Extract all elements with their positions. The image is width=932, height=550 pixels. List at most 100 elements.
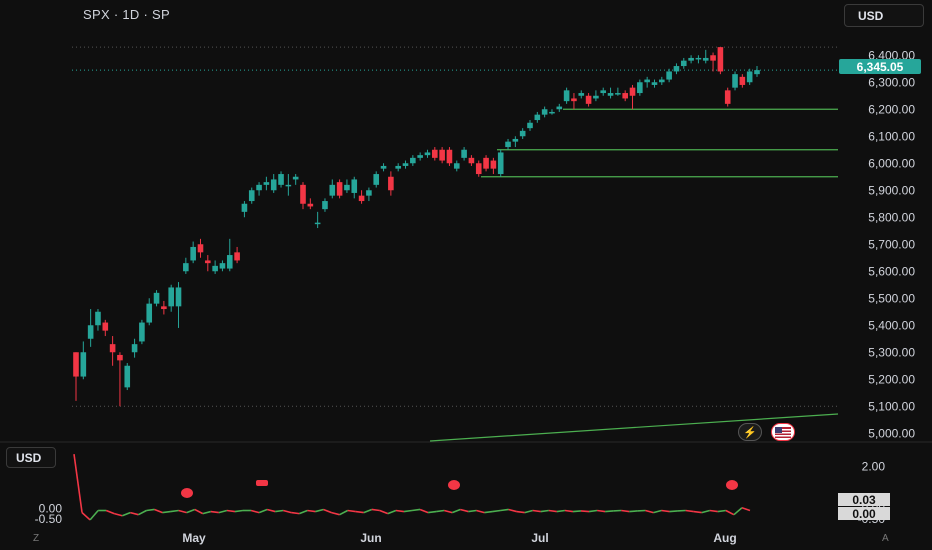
currency-button[interactable]: USD [844, 4, 924, 27]
indicator-segment [234, 509, 244, 513]
indicator-segment [258, 508, 268, 514]
price-axis[interactable]: 6,400.00 6,300.00 6,200.00 6,100.00 6,000.00… [868, 48, 915, 440]
indicator-segment [105, 509, 115, 515]
bear-marker-icon[interactable] [181, 488, 193, 498]
indicator-segment [347, 509, 356, 513]
candle [307, 198, 314, 210]
candle [417, 152, 423, 161]
corner-a[interactable]: A [882, 533, 889, 544]
indicator-segment [468, 509, 477, 513]
indicator-segment [291, 511, 300, 515]
indicator-segment [693, 510, 702, 514]
indicator-segment [299, 509, 308, 515]
indicator-segment [500, 508, 509, 512]
bear-marker-icon[interactable] [448, 480, 460, 490]
indicator-segment [540, 509, 549, 513]
candle [314, 211, 321, 229]
indicator-segment [89, 509, 99, 521]
subpane-currency-button[interactable]: USD [6, 447, 56, 468]
candle [95, 309, 101, 331]
y-tick-label: 5,000.00 [868, 426, 915, 440]
candle [710, 52, 716, 72]
indicator-segment [323, 508, 332, 514]
indicator-segment [621, 509, 630, 513]
candle [190, 241, 196, 264]
indicator-segment [645, 509, 654, 514]
indicator-segment [548, 509, 557, 513]
corner-z[interactable]: Z [33, 533, 40, 544]
indicator-segment [443, 509, 453, 514]
indicator-segment [194, 508, 204, 515]
indicator-segment [411, 508, 421, 512]
candle [607, 87, 614, 99]
candle [490, 157, 497, 175]
candle [248, 187, 255, 204]
indicator-segment [669, 510, 678, 513]
indicator-segment [419, 508, 429, 514]
candle [102, 319, 109, 337]
candle [527, 120, 533, 131]
bear-marker-icon[interactable] [256, 480, 268, 486]
time-axis[interactable]: May Jun Jul Aug [182, 531, 736, 545]
indicator-segment [717, 509, 726, 513]
symbol-title[interactable]: SPX · 1D · SP [83, 7, 170, 22]
last-price-label: 6,345.05 [839, 59, 921, 74]
indicator-segment [741, 507, 751, 512]
x-tick-label: May [182, 531, 206, 545]
candle [475, 160, 482, 177]
indicator-segment [170, 509, 179, 513]
indicator-segment [154, 508, 163, 514]
candle [219, 260, 226, 272]
indicator-segment [484, 510, 493, 514]
candle [439, 147, 445, 164]
y-tick-label: 6,100.00 [868, 129, 915, 143]
candle [73, 352, 79, 401]
candle [270, 174, 277, 193]
candle [336, 179, 343, 199]
candle [732, 71, 738, 91]
candle [468, 155, 475, 166]
candle [600, 87, 607, 96]
indicator-segment [387, 509, 397, 515]
indicator-segment [725, 509, 735, 516]
indicator-segment [355, 510, 364, 514]
candle [300, 182, 306, 210]
indicator-segment [492, 509, 501, 513]
indicator-segment [363, 508, 373, 514]
indicator-segment [653, 509, 662, 514]
flag-icon[interactable] [771, 423, 795, 441]
indicator-segment [588, 509, 598, 513]
indicator-segment [709, 509, 718, 513]
indicator-segment [661, 509, 670, 513]
candle [483, 155, 489, 172]
indicator-segment [508, 508, 517, 513]
bear-marker-icon[interactable] [726, 480, 738, 490]
indicator-segment [524, 509, 533, 514]
candle [461, 147, 467, 161]
indicator-value-2: 0.00 [838, 507, 890, 521]
candle [139, 319, 145, 345]
candle [109, 336, 116, 366]
indicator-value-1: 0.03 [838, 493, 890, 507]
candle [234, 246, 240, 264]
indicator-segment [451, 508, 461, 514]
candle [205, 255, 211, 272]
candle [497, 149, 504, 177]
candle [754, 66, 760, 77]
candle [380, 163, 387, 172]
y-tick-label: 5,800.00 [868, 210, 915, 224]
candle [410, 155, 416, 166]
candle [717, 47, 724, 75]
candle [373, 171, 380, 188]
lightning-icon[interactable]: ⚡ [738, 423, 762, 441]
candle [256, 182, 262, 196]
candle [453, 160, 460, 172]
y-tick-label: 6,400.00 [868, 48, 915, 62]
candlestick-series [73, 47, 760, 407]
indicator-segment [556, 509, 566, 513]
candle [146, 298, 153, 326]
y-tick-label: 5,100.00 [868, 399, 915, 413]
candle [285, 174, 292, 196]
